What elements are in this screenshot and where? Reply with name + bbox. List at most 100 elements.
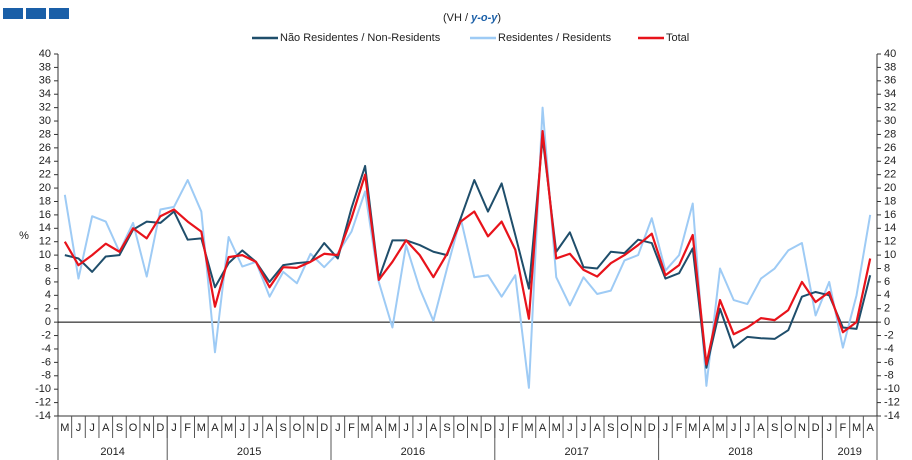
- x-tick-label: D: [648, 422, 656, 434]
- year-label: 2014: [100, 446, 124, 458]
- x-tick-label: J: [403, 422, 409, 434]
- legend-label: Total: [666, 32, 689, 44]
- y-tick-label: 16: [884, 209, 896, 221]
- x-tick-label: S: [607, 422, 614, 434]
- x-tick-label: M: [852, 422, 861, 434]
- x-tick-label: S: [280, 422, 287, 434]
- y-tick-label: -2: [884, 329, 894, 341]
- x-tick-label: N: [634, 422, 642, 434]
- x-tick-label: D: [320, 422, 328, 434]
- y-tick-label: -6: [41, 356, 51, 368]
- x-tick-label: J: [663, 422, 669, 434]
- y-tick-label: -8: [884, 370, 894, 382]
- y-tick-label: 34: [884, 88, 896, 100]
- chart-subtitle: (VH / y-o-y): [443, 12, 501, 24]
- y-tick-label: 24: [39, 155, 51, 167]
- y-tick-label: -12: [35, 396, 51, 408]
- y-tick-label: 12: [39, 236, 51, 248]
- x-tick-label: M: [224, 422, 233, 434]
- y-tick-label: 4: [45, 289, 51, 301]
- x-tick-label: D: [484, 422, 492, 434]
- y-tick-label: 20: [39, 182, 51, 194]
- y-tick-label: 6: [45, 276, 51, 288]
- y-tick-label: 32: [884, 102, 896, 114]
- y-axis-label: %: [19, 230, 29, 242]
- x-tick-label: A: [703, 422, 711, 434]
- y-tick-label: 0: [45, 316, 51, 328]
- logo: [3, 8, 69, 19]
- y-tick-label: 34: [39, 88, 51, 100]
- y-tick-label: 24: [884, 155, 896, 167]
- x-tick-label: M: [60, 422, 69, 434]
- y-tick-label: 32: [39, 102, 51, 114]
- y-tick-label: 10: [884, 249, 896, 261]
- x-tick-label: A: [266, 422, 274, 434]
- x-tick-label: N: [470, 422, 478, 434]
- y-tick-label: 2: [884, 303, 890, 315]
- x-tick-label: J: [89, 422, 95, 434]
- y-tick-label: 36: [884, 75, 896, 87]
- y-tick-label: -2: [41, 329, 51, 341]
- x-tick-label: J: [745, 422, 751, 434]
- y-tick-label: 14: [39, 222, 51, 234]
- y-tick-label: -12: [884, 396, 900, 408]
- x-tick-label: F: [348, 422, 355, 434]
- x-tick-label: A: [211, 422, 219, 434]
- x-tick-label: D: [156, 422, 164, 434]
- x-tick-label: D: [812, 422, 820, 434]
- x-tick-label: A: [430, 422, 438, 434]
- x-tick-label: J: [567, 422, 573, 434]
- x-tick-label: F: [512, 422, 519, 434]
- x-tick-label: J: [253, 422, 259, 434]
- y-tick-label: 30: [884, 115, 896, 127]
- legend-label: Residentes / Residents: [498, 32, 612, 44]
- y-tick-label: 38: [884, 61, 896, 73]
- y-tick-label: -14: [884, 410, 900, 422]
- y-tick-label: 36: [39, 75, 51, 87]
- x-tick-label: J: [335, 422, 341, 434]
- y-tick-label: 14: [884, 222, 896, 234]
- y-tick-label: 4: [884, 289, 890, 301]
- x-tick-label: A: [867, 422, 875, 434]
- y-tick-label: -6: [884, 356, 894, 368]
- y-tick-label: 22: [884, 169, 896, 181]
- y-tick-label: -4: [41, 343, 51, 355]
- y-tick-label: 22: [39, 169, 51, 181]
- y-tick-label: -10: [35, 383, 51, 395]
- x-tick-label: O: [620, 422, 629, 434]
- x-tick-label: N: [798, 422, 806, 434]
- x-tick-label: A: [375, 422, 383, 434]
- x-tick-label: J: [581, 422, 587, 434]
- y-tick-label: 6: [884, 276, 890, 288]
- x-tick-label: M: [361, 422, 370, 434]
- y-tick-label: 18: [884, 195, 896, 207]
- x-tick-label: M: [524, 422, 533, 434]
- series-line: [64, 136, 872, 369]
- year-label: 2018: [728, 446, 752, 458]
- x-tick-label: J: [76, 422, 82, 434]
- x-tick-label: O: [293, 422, 302, 434]
- x-tick-label: A: [539, 422, 547, 434]
- year-label: 2019: [837, 446, 861, 458]
- x-tick-label: O: [129, 422, 138, 434]
- y-tick-label: 10: [39, 249, 51, 261]
- y-tick-label: 8: [884, 262, 890, 274]
- y-tick-label: 26: [39, 142, 51, 154]
- y-tick-label: 28: [884, 128, 896, 140]
- x-tick-label: O: [784, 422, 793, 434]
- series-line: [63, 106, 872, 389]
- y-tick-label: -4: [884, 343, 894, 355]
- y-tick-label: 16: [39, 209, 51, 221]
- x-tick-label: J: [417, 422, 423, 434]
- x-tick-label: M: [715, 422, 724, 434]
- year-label: 2016: [401, 446, 425, 458]
- x-tick-label: F: [676, 422, 683, 434]
- legend-label: Não Residentes / Non-Residents: [280, 32, 441, 44]
- y-tick-label: 40: [884, 48, 896, 60]
- y-tick-label: 20: [884, 182, 896, 194]
- y-tick-label: 12: [884, 236, 896, 248]
- x-tick-label: J: [731, 422, 737, 434]
- x-tick-label: S: [443, 422, 450, 434]
- x-tick-label: O: [456, 422, 465, 434]
